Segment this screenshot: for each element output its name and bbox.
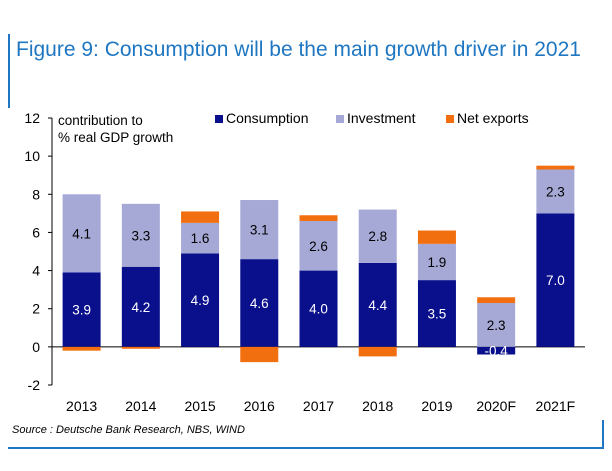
bar-consumption-2016 bbox=[240, 259, 279, 347]
data-label-investment-2017: 2.6 bbox=[309, 239, 328, 254]
x-tick-label-2019: 2019 bbox=[421, 398, 452, 414]
frame-left-rule bbox=[8, 34, 10, 108]
frame-right-rule bbox=[602, 420, 604, 448]
x-tick-label-2013: 2013 bbox=[66, 398, 97, 414]
legend-swatch-net-exports bbox=[446, 115, 454, 123]
y-tick-label: 0 bbox=[32, 339, 40, 355]
x-tick-label-2021F: 2021F bbox=[536, 398, 576, 414]
x-tick-label-2016: 2016 bbox=[244, 398, 275, 414]
bar-consumption-2015 bbox=[181, 253, 220, 347]
bar-investment-2021F bbox=[536, 169, 575, 214]
bar-investment-2016 bbox=[240, 200, 279, 260]
data-label-investment-2014: 3.3 bbox=[131, 228, 150, 243]
frame-bottom-rule bbox=[8, 447, 604, 449]
data-label-consumption-2013: 3.9 bbox=[72, 303, 91, 318]
data-label-investment-2013: 4.1 bbox=[72, 226, 91, 241]
y-axis-label-line-2: % real GDP growth bbox=[58, 130, 173, 145]
y-axis: -2 0 2 4 6 8 10 12 bbox=[24, 110, 585, 393]
y-tick-label: 6 bbox=[32, 224, 40, 240]
data-label-consumption-2017: 4.0 bbox=[309, 302, 328, 317]
y-axis-label-line-1: contribution to bbox=[58, 113, 143, 128]
y-tick-label: 4 bbox=[32, 263, 40, 279]
x-tick-label-2017: 2017 bbox=[303, 398, 334, 414]
legend-swatch-consumption bbox=[215, 115, 223, 123]
bar-investment-2020F bbox=[477, 302, 516, 347]
data-label-consumption-2019: 3.5 bbox=[428, 306, 447, 321]
data-label-consumption-2014: 4.2 bbox=[131, 300, 150, 315]
bar-net-exports-2020F bbox=[477, 297, 516, 303]
x-axis: 2013 2014 2015 2016 2017 2018 2019 2020F 2021F bbox=[66, 398, 575, 414]
bar-consumption-2013 bbox=[62, 272, 101, 347]
bar-investment-2013 bbox=[62, 194, 101, 273]
bar-consumption-2017 bbox=[299, 270, 338, 347]
data-label-consumption-2020F: -0.4 bbox=[485, 344, 509, 359]
y-tick-label: -2 bbox=[28, 377, 41, 393]
source-note: Source : Deutsche Bank Research, NBS, WI… bbox=[12, 424, 245, 436]
bar-investment-2018 bbox=[358, 209, 397, 263]
bar-consumption-2018 bbox=[358, 262, 397, 347]
bar-investment-2019 bbox=[417, 243, 456, 281]
bar-consumption-2014 bbox=[121, 266, 160, 347]
y-tick-label: 2 bbox=[32, 301, 40, 317]
data-labels: 3.9 4.1 4.2 3.3 4.9 1.6 4.6 3.1 4.0 2.6 4.4 2.8 3.5 1… bbox=[72, 184, 565, 358]
bar-consumption-2020F bbox=[477, 346, 516, 355]
y-tick-label: 10 bbox=[24, 148, 40, 164]
bars bbox=[62, 165, 575, 363]
legend: Consumption Investment Net exports bbox=[215, 110, 529, 126]
data-label-investment-2019: 1.9 bbox=[428, 255, 447, 270]
bar-net-exports-2017 bbox=[299, 215, 338, 221]
bar-consumption-2019 bbox=[417, 280, 456, 347]
bar-net-exports-2021F bbox=[536, 165, 575, 170]
y-tick-label: 8 bbox=[32, 186, 40, 202]
x-tick-label-2015: 2015 bbox=[184, 398, 215, 414]
bar-net-exports-2019 bbox=[417, 230, 456, 244]
bar-investment-2014 bbox=[121, 203, 160, 267]
data-label-investment-2016: 3.1 bbox=[250, 223, 269, 238]
bar-net-exports-2014 bbox=[121, 346, 160, 349]
data-label-consumption-2016: 4.6 bbox=[250, 296, 269, 311]
figure-title: Figure 9: Consumption will be the main g… bbox=[16, 38, 581, 61]
bar-net-exports-2018 bbox=[358, 346, 397, 357]
legend-label-investment: Investment bbox=[347, 110, 416, 126]
legend-swatch-investment bbox=[336, 115, 344, 123]
legend-label-consumption: Consumption bbox=[226, 110, 309, 126]
bar-net-exports-2016 bbox=[240, 346, 279, 363]
y-tick-label: 12 bbox=[24, 110, 40, 126]
bar-investment-2017 bbox=[299, 220, 338, 271]
legend-label-net-exports: Net exports bbox=[457, 110, 529, 126]
bar-net-exports-2013 bbox=[62, 346, 101, 351]
data-label-investment-2020F: 2.3 bbox=[487, 318, 506, 333]
bar-net-exports-2015 bbox=[181, 211, 220, 223]
data-label-consumption-2015: 4.9 bbox=[191, 293, 210, 308]
x-tick-label-2018: 2018 bbox=[362, 398, 393, 414]
bar-consumption-2021F bbox=[536, 213, 575, 347]
data-label-investment-2015: 1.6 bbox=[191, 231, 210, 246]
data-label-consumption-2021F: 7.0 bbox=[546, 273, 565, 288]
bar-investment-2015 bbox=[181, 222, 220, 254]
x-tick-label-2020F: 2020F bbox=[476, 398, 516, 414]
data-label-investment-2018: 2.8 bbox=[368, 229, 387, 244]
data-label-investment-2021F: 2.3 bbox=[546, 184, 565, 199]
data-label-consumption-2018: 4.4 bbox=[368, 298, 387, 313]
x-tick-label-2014: 2014 bbox=[125, 398, 156, 414]
